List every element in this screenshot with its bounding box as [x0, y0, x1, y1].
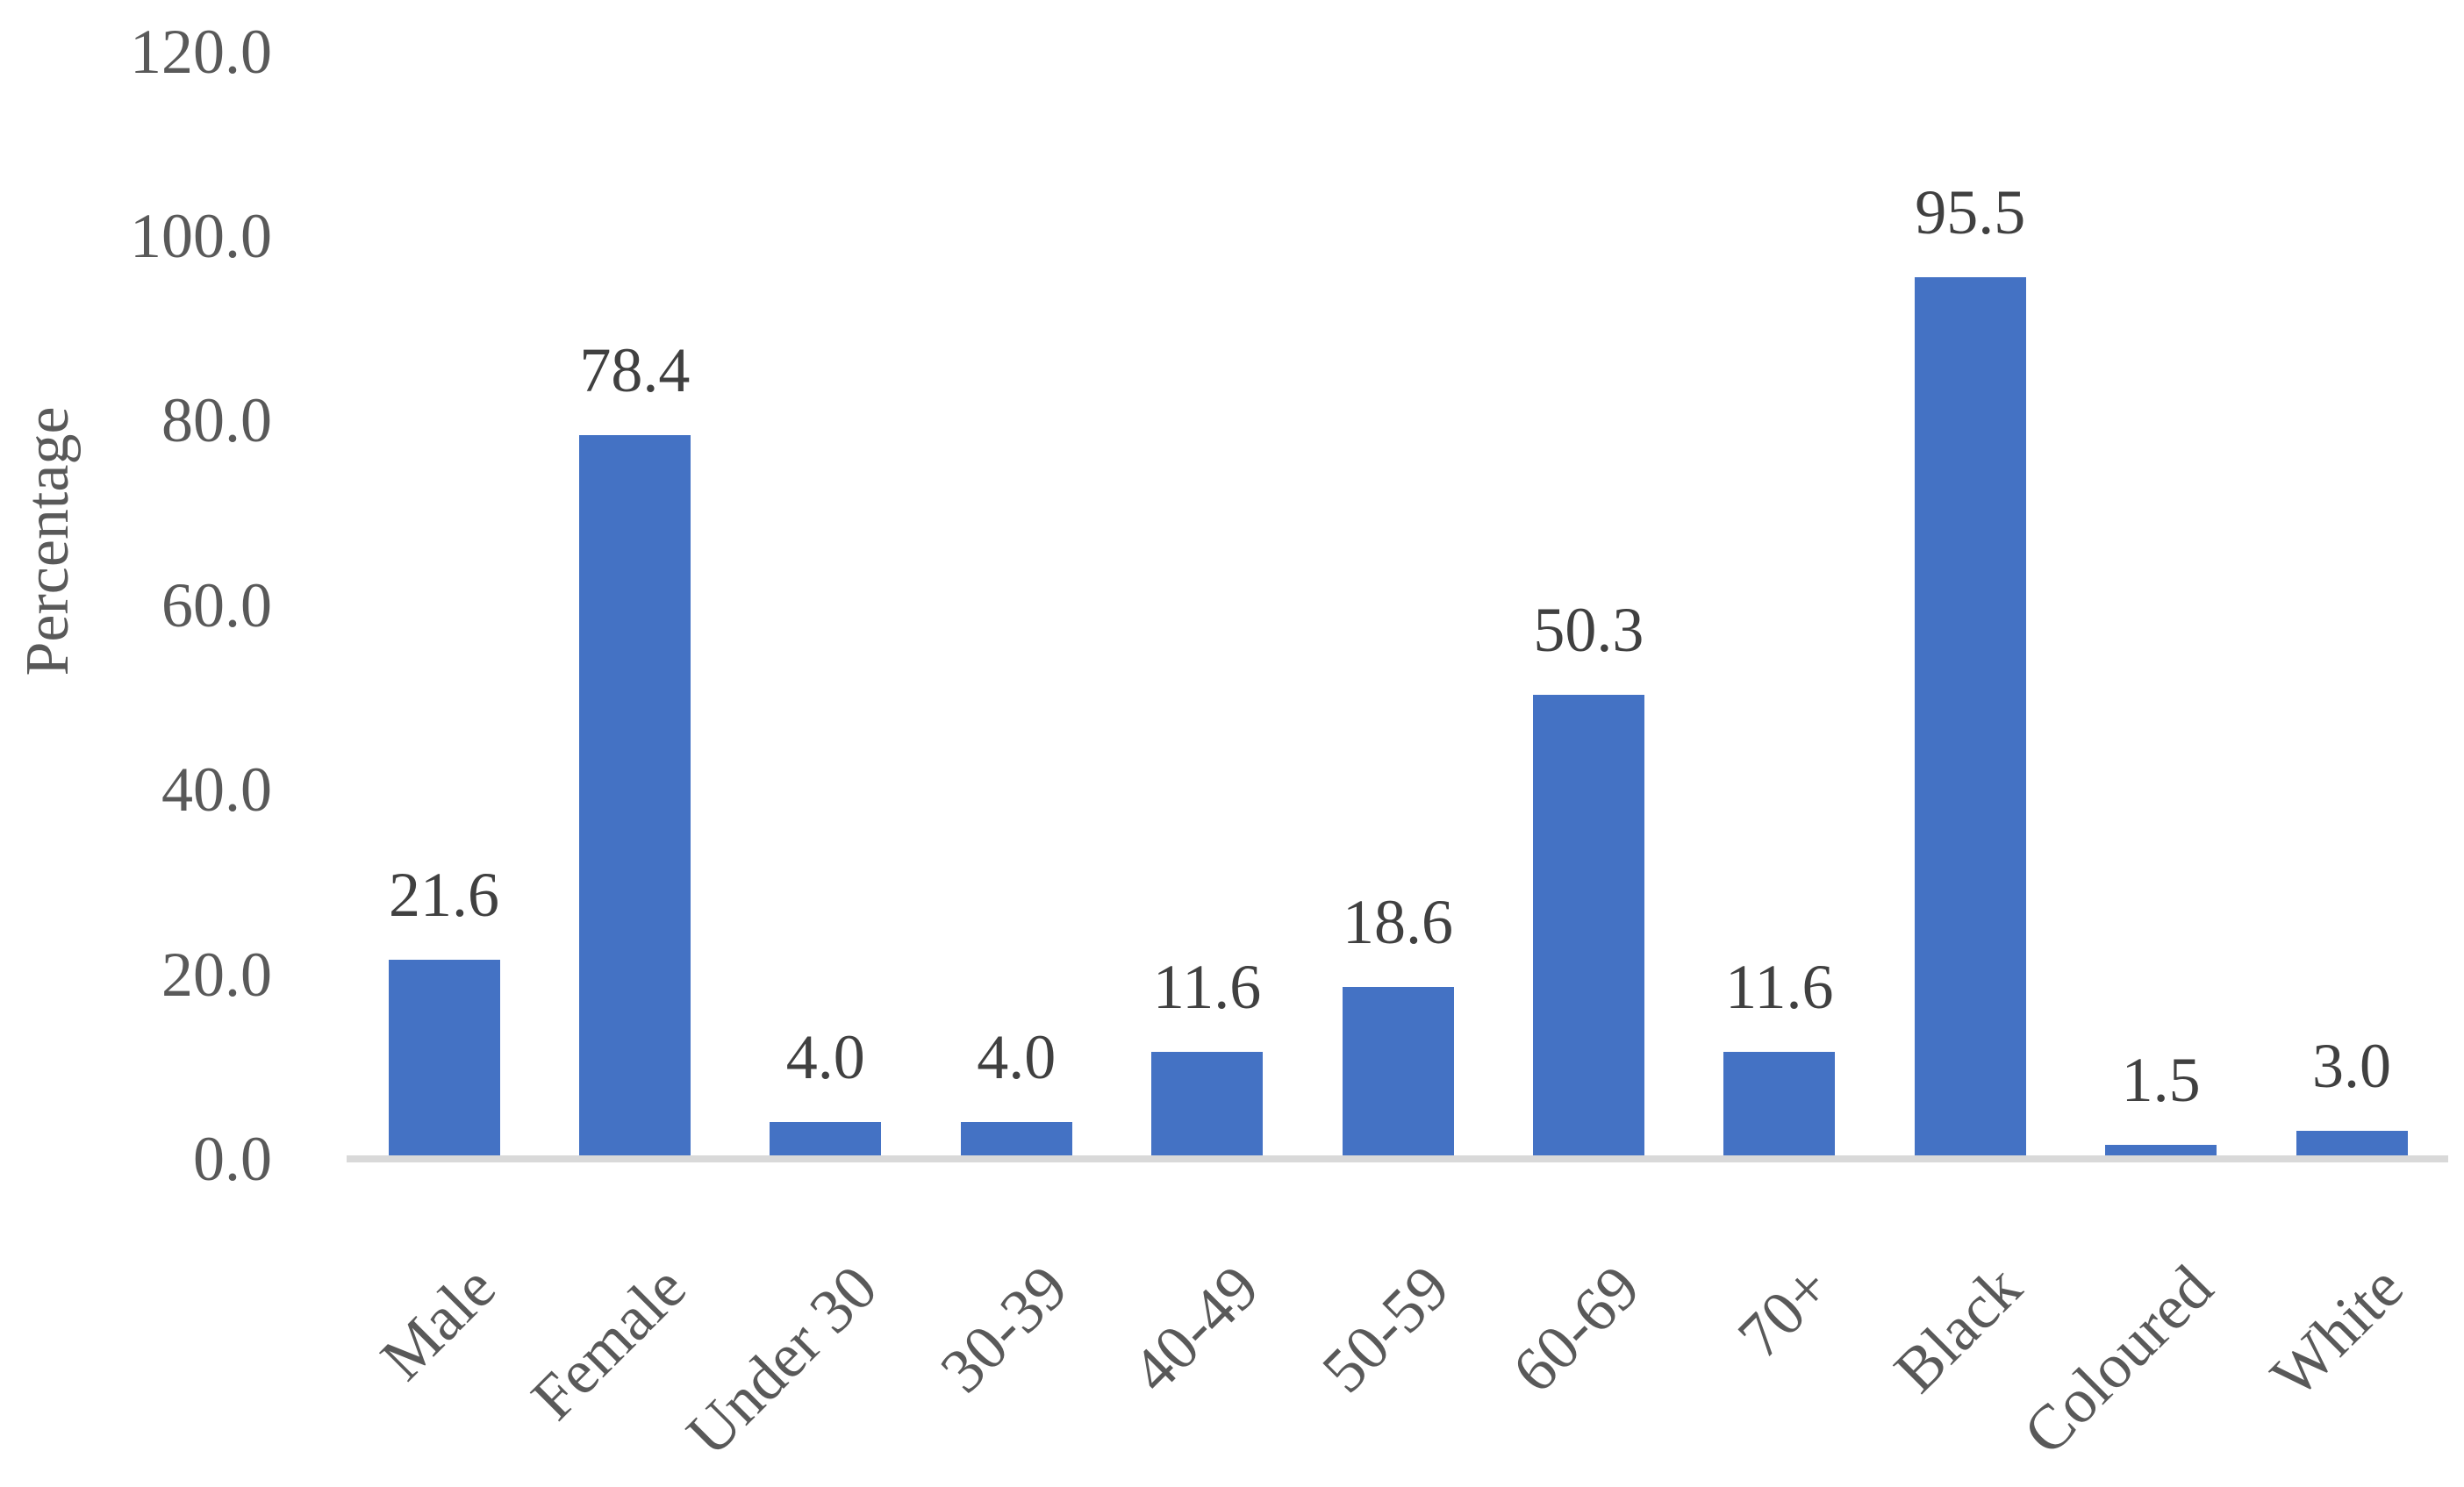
x-tick-label: Black [1880, 1252, 2035, 1406]
data-label: 21.6 [389, 859, 499, 930]
x-tick-label: 30-39 [927, 1252, 1081, 1406]
x-tick-label: Coloured [2009, 1252, 2226, 1469]
bar-coloured [2105, 1145, 2217, 1155]
bar-40-49 [1151, 1051, 1264, 1155]
x-tick-label: 40-49 [1117, 1252, 1272, 1406]
x-tick-label: 60-69 [1499, 1252, 1654, 1406]
bar-female [578, 435, 691, 1155]
bar-black [1914, 277, 2026, 1155]
x-tick-label: Male [367, 1252, 509, 1394]
bar-male [388, 959, 500, 1155]
y-tick-label: 40.0 [161, 754, 272, 826]
y-tick-label: 60.0 [161, 569, 272, 640]
data-label: 4.0 [785, 1021, 865, 1092]
data-label: 4.0 [977, 1021, 1057, 1092]
data-label: 1.5 [2121, 1045, 2201, 1116]
bar-50-59 [1342, 987, 1454, 1155]
bar-60-69 [1532, 694, 1644, 1155]
y-tick-label: 120.0 [130, 16, 272, 87]
y-tick-label: 20.0 [161, 939, 272, 1010]
data-label: 3.0 [2312, 1031, 2391, 1102]
bar-white [2296, 1131, 2408, 1155]
x-tick-label: 70+ [1724, 1252, 1844, 1372]
data-label: 50.3 [1533, 594, 1644, 665]
x-tick-label: 50-59 [1308, 1252, 1463, 1406]
data-label: 78.4 [579, 335, 691, 406]
bar-30-39 [960, 1121, 1072, 1155]
y-tick-label: 80.0 [161, 385, 272, 456]
bar-70- [1723, 1051, 1836, 1155]
data-label: 11.6 [1152, 951, 1262, 1022]
y-tick-label: 0.0 [193, 1124, 272, 1194]
x-axis-line [347, 1155, 2448, 1162]
x-tick-label: Under 30 [673, 1252, 891, 1469]
data-label: 95.5 [1915, 177, 2026, 248]
x-tick-label: White [2257, 1252, 2417, 1412]
x-tick-label: Female [518, 1252, 700, 1433]
data-label: 11.6 [1725, 951, 1834, 1022]
data-label: 18.6 [1343, 887, 1453, 958]
bar-under-30 [770, 1121, 882, 1155]
y-tick-label: 100.0 [130, 201, 272, 271]
